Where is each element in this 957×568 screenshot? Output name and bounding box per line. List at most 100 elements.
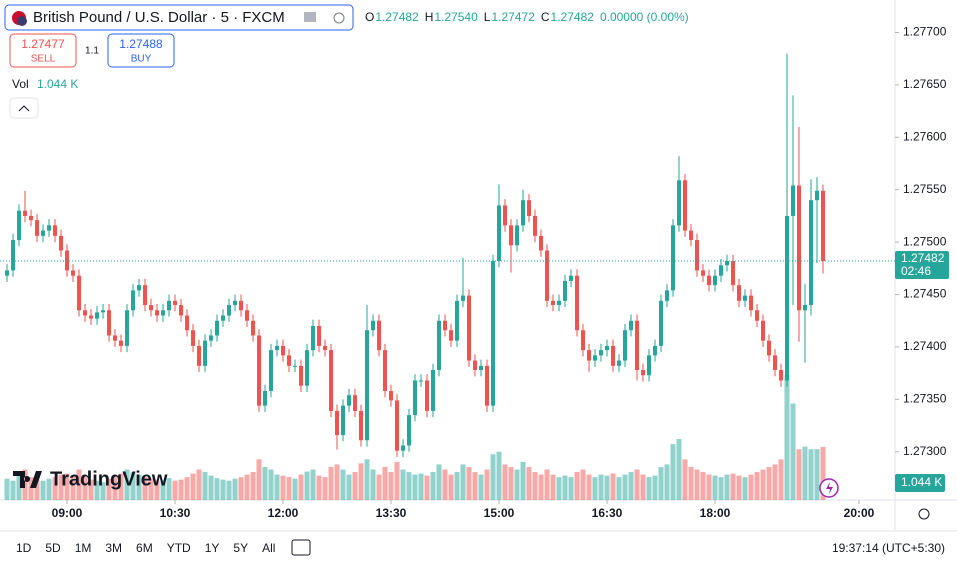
volume-bar (520, 461, 526, 500)
candle-body (347, 395, 352, 406)
candle-body (245, 310, 250, 321)
candle-body (749, 295, 754, 311)
ohlc-key: L (484, 10, 491, 24)
ohlc-value: 1.27472 (491, 10, 535, 24)
y-tick-label: 1.27500 (903, 234, 947, 248)
volume-legend-value: 1.044 K (37, 77, 78, 91)
candle-body (443, 320, 448, 331)
range-button[interactable]: 3M (105, 541, 122, 555)
volume-bar (184, 477, 190, 500)
candle-body (485, 365, 490, 406)
volume-bar (316, 475, 322, 500)
volume-bar (346, 474, 352, 500)
volume-bar (538, 474, 544, 500)
volume-bar (694, 469, 700, 500)
candle-body (419, 380, 424, 382)
candle-body (677, 180, 682, 226)
candle-body (497, 205, 502, 262)
candle-body (185, 315, 190, 331)
volume-bar (340, 469, 346, 500)
candle-body (59, 235, 64, 251)
volume-bar (28, 477, 34, 500)
candle-body (359, 410, 364, 441)
candle-body (155, 310, 160, 316)
volume-bar (334, 464, 340, 500)
candle-body (713, 275, 718, 286)
toolbar: 1D 5D 1M 3M 6M YTD 1Y 5Y All (16, 541, 275, 555)
y-tick-label: 1.27450 (903, 287, 947, 301)
x-tick-label: 20:00 (844, 506, 875, 520)
range-button[interactable]: 5Y (233, 541, 248, 555)
volume-bar (592, 477, 598, 500)
volume-bar (514, 469, 520, 500)
volume-bar (622, 474, 628, 500)
volume-bar (178, 479, 184, 500)
x-tick-label: 16:30 (592, 506, 623, 520)
volume-tag (895, 474, 945, 492)
settings-icon[interactable] (918, 508, 930, 520)
volume-bar (760, 469, 766, 500)
candle-body (353, 395, 358, 411)
flag-button[interactable] (304, 12, 316, 22)
candle-body (587, 350, 592, 361)
candle-body (647, 355, 652, 376)
candle-body (47, 225, 52, 231)
volume-bar (136, 474, 142, 500)
buy-price: 1.27488 (119, 37, 163, 51)
volume-bar (40, 480, 46, 500)
y-tick-label: 1.27700 (903, 25, 947, 39)
volume-bar (250, 472, 256, 500)
candle-body (563, 280, 568, 301)
range-button[interactable]: 1M (75, 541, 92, 555)
volume-bar (550, 474, 556, 500)
volume-bar (232, 478, 238, 500)
spread: 1.1 (85, 46, 99, 57)
collapse-button[interactable] (9, 97, 39, 119)
candle-body (665, 290, 670, 301)
candle-body (569, 275, 574, 281)
range-button[interactable]: All (262, 541, 275, 555)
sell-button[interactable] (9, 33, 77, 68)
y-tick-label: 1.27600 (903, 129, 947, 143)
range-button[interactable]: 1Y (205, 541, 220, 555)
more-button[interactable] (333, 12, 345, 24)
volume-bar (748, 474, 754, 500)
volume-bar (508, 466, 514, 500)
candle-body (689, 230, 694, 241)
candle-body (491, 261, 496, 406)
buy-button[interactable] (107, 33, 175, 68)
volume-bar (772, 464, 778, 500)
candle-body (635, 320, 640, 371)
candle-body (371, 320, 376, 331)
candle-body (275, 345, 280, 351)
last-price-tag (895, 251, 949, 280)
volume-bar (532, 472, 538, 500)
date-range-icon[interactable] (291, 539, 311, 556)
symbol-box[interactable] (4, 4, 354, 31)
volume-bar (652, 475, 658, 500)
candle-body (329, 350, 334, 411)
range-button[interactable]: 1D (16, 541, 32, 555)
range-button[interactable]: 6M (136, 541, 153, 555)
candle-body (437, 320, 442, 371)
volume-bar (358, 463, 364, 500)
y-tick-label: 1.27650 (903, 77, 947, 91)
candle-body (425, 380, 430, 411)
volume-bar (574, 472, 580, 500)
candle-body (113, 335, 118, 341)
candle-body (509, 225, 514, 246)
volume-bar (436, 464, 442, 500)
volume-bar (562, 475, 568, 500)
x-tick-label: 13:30 (376, 506, 407, 520)
volume-bar (82, 477, 88, 500)
range-button[interactable]: YTD (167, 541, 191, 555)
candle-body (761, 320, 766, 341)
volume-bar (814, 449, 820, 500)
range-button[interactable]: 5D (45, 541, 61, 555)
candle-body (671, 225, 676, 291)
candle-body (521, 200, 526, 226)
buy-label: BUY (131, 54, 152, 65)
volume-bar (496, 451, 502, 500)
volume-bar (718, 477, 724, 500)
volume-bar (598, 474, 604, 500)
